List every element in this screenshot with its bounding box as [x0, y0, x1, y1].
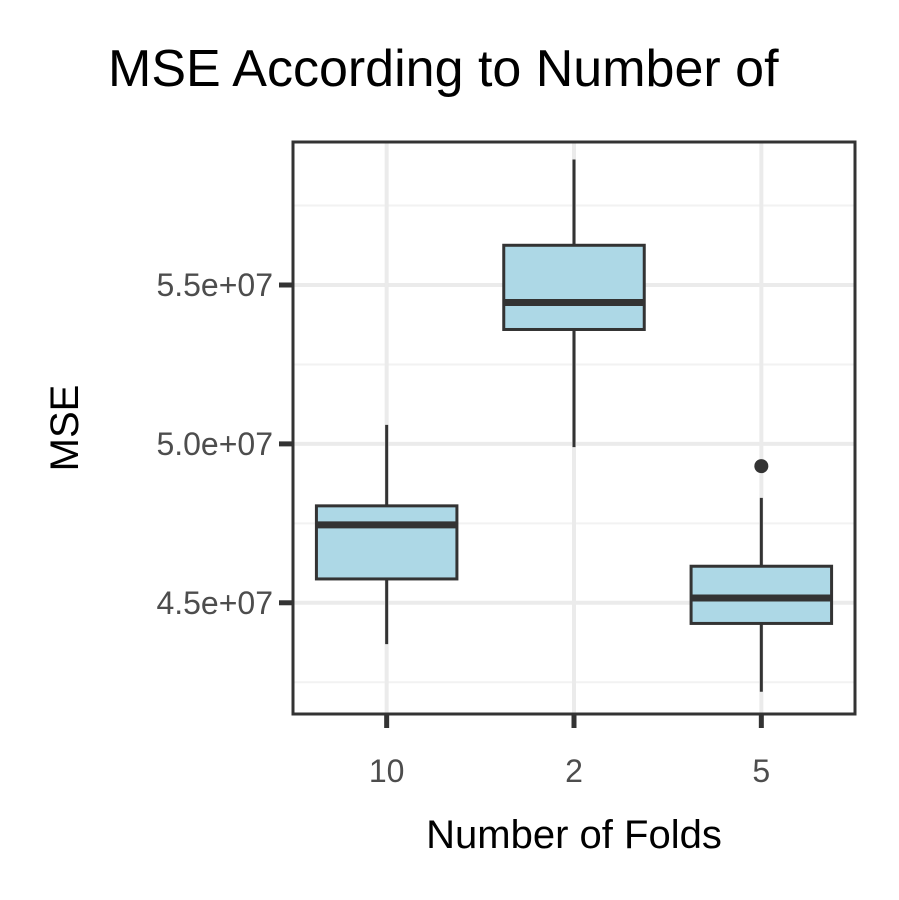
iqr-box [502, 243, 646, 331]
y-axis-title: MSE [43, 385, 87, 472]
axes: 4.5e+07 5.0e+07 5.5e+07 10 2 5 [156, 267, 770, 789]
x-tick-label: 10 [369, 753, 405, 789]
iqr-box [314, 504, 459, 581]
chart-title: MSE According to Number of [108, 40, 779, 98]
boxes [314, 159, 834, 692]
outlier-point [754, 459, 769, 474]
y-tick-label: 5.5e+07 [156, 267, 273, 303]
y-tick-label: 5.0e+07 [156, 426, 273, 462]
x-tick-label: 2 [565, 753, 583, 789]
y-tick-label: 4.5e+07 [156, 585, 273, 621]
x-tick-label: 5 [752, 753, 770, 789]
x-axis-title: Number of Folds [426, 813, 722, 857]
